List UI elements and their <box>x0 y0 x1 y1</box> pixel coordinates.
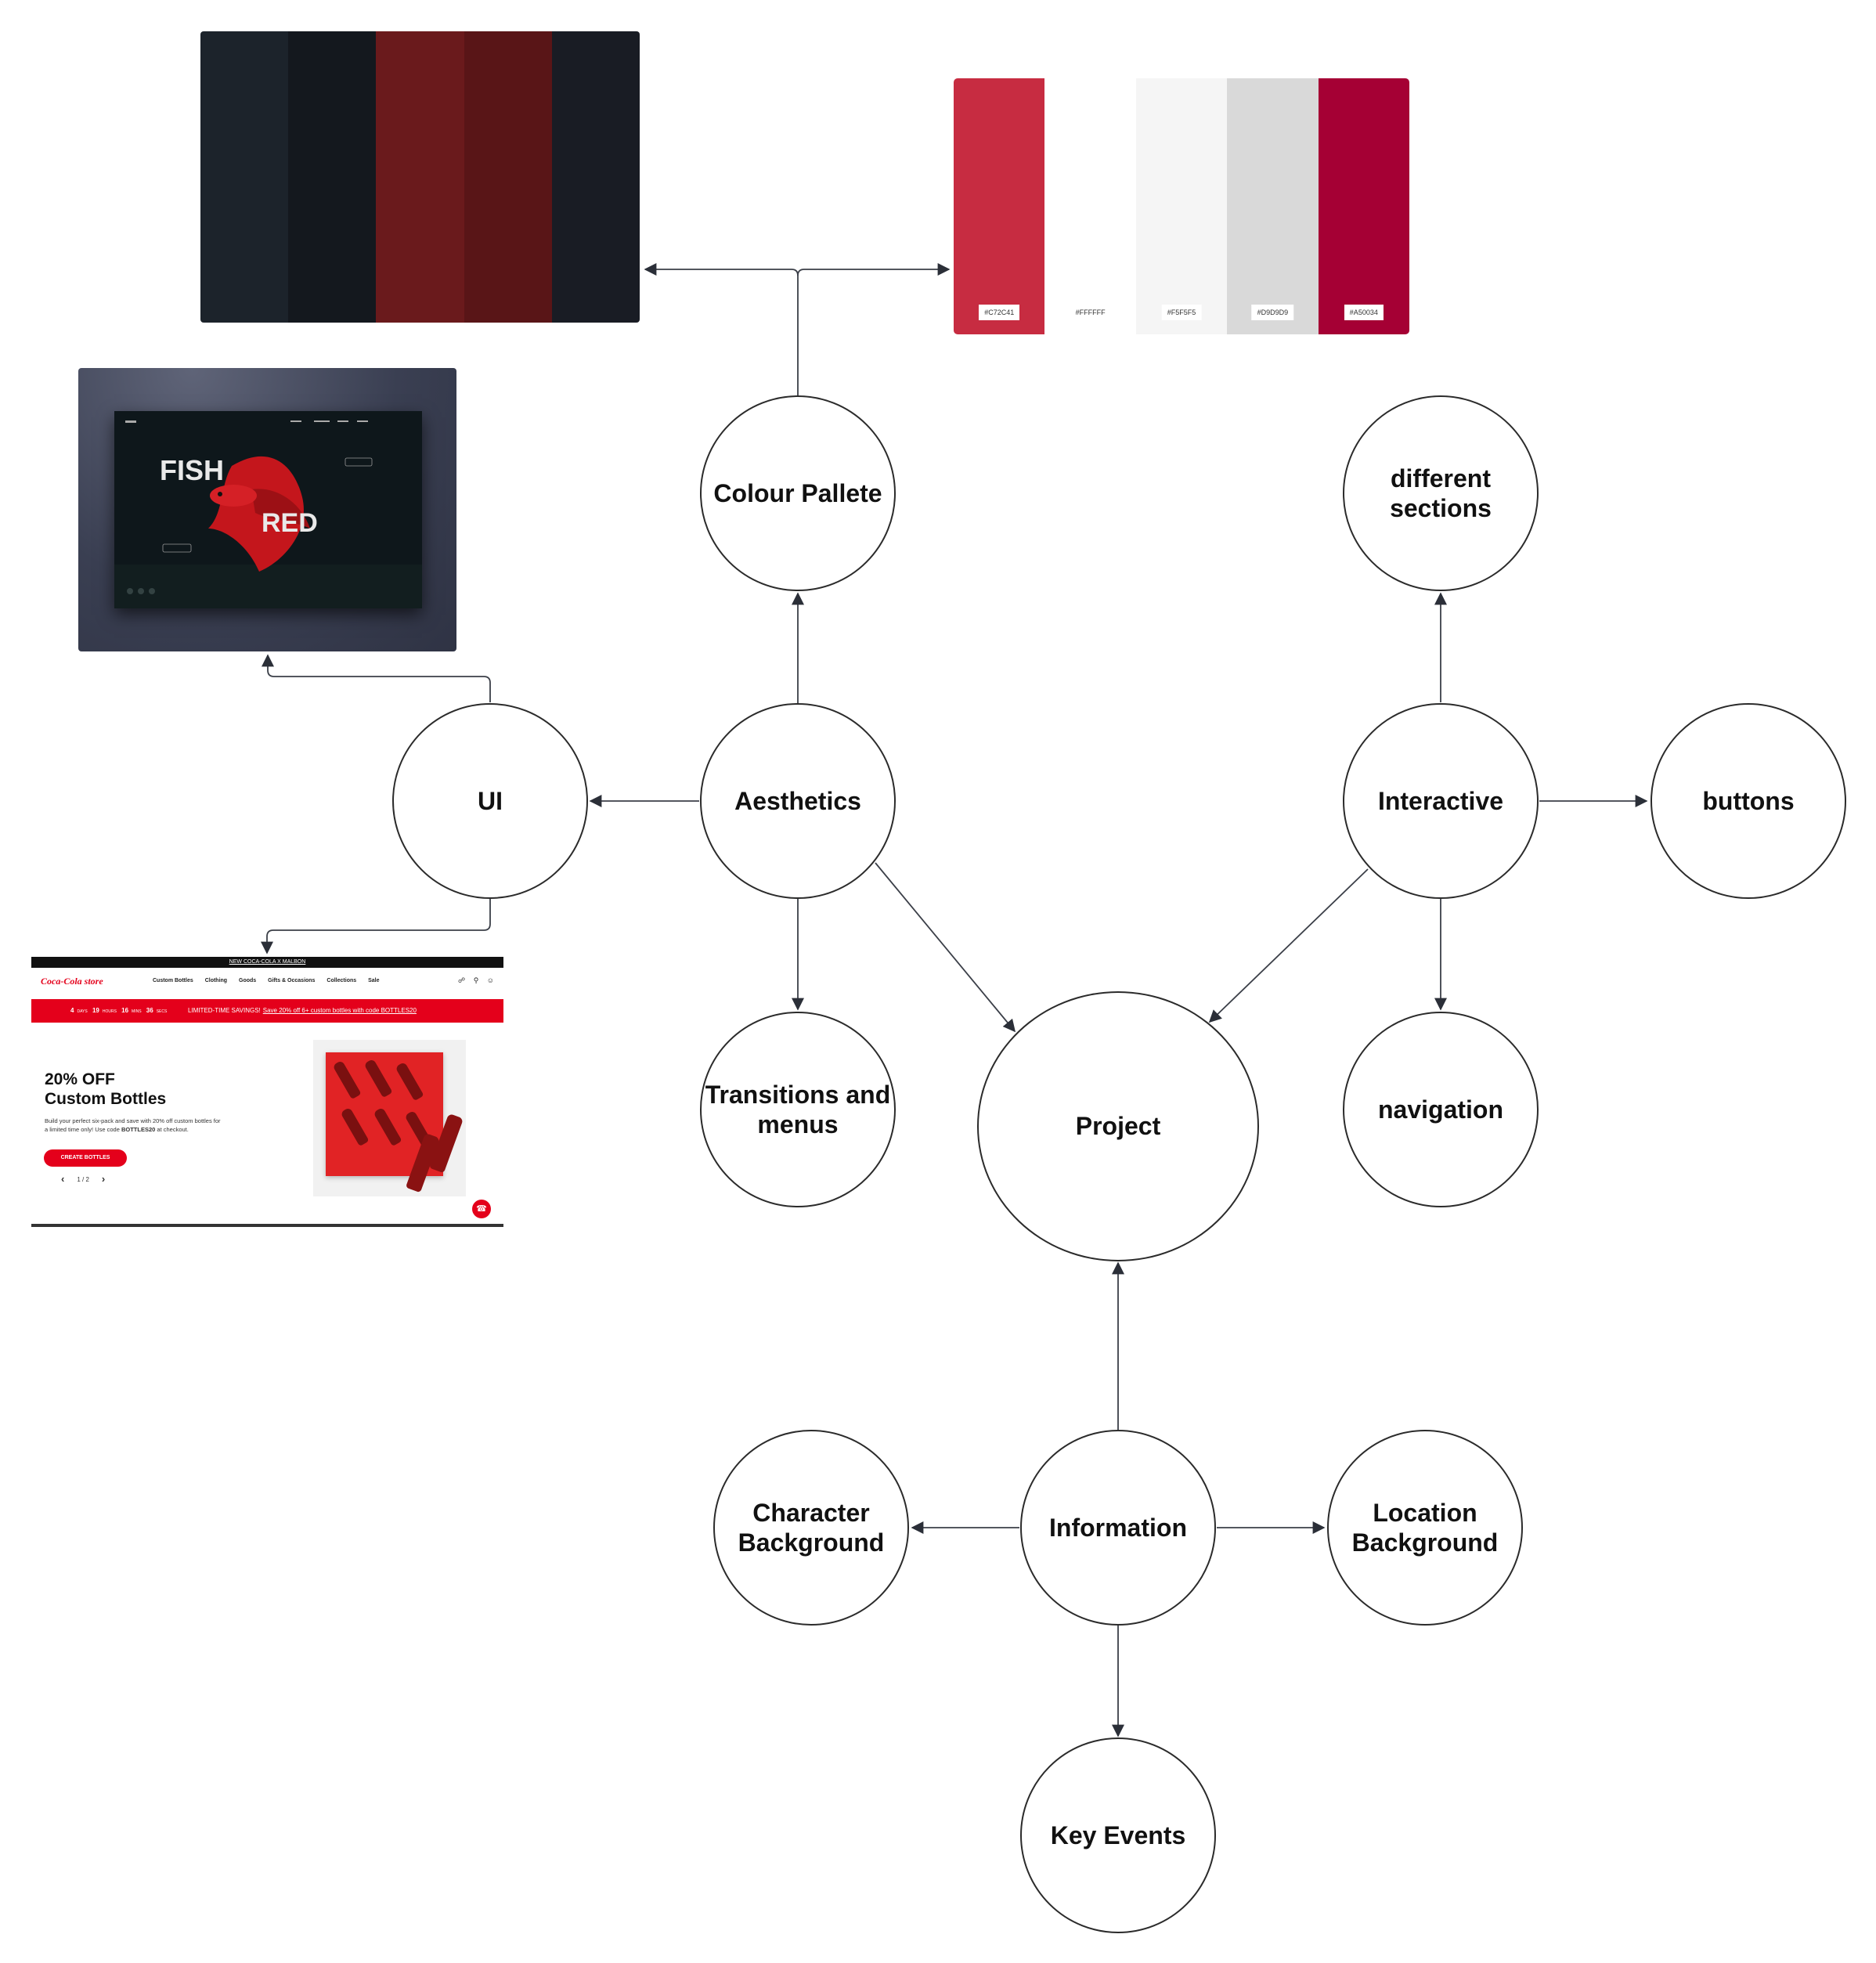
support-chat-icon[interactable]: ☎ <box>472 1200 491 1218</box>
dark-swatch <box>376 31 464 323</box>
node-label: Project <box>1075 1112 1161 1141</box>
node-label: different sections <box>1390 464 1492 522</box>
store-nav-icons: ☍ ⚲ ☺ <box>458 976 494 985</box>
dark-swatch <box>464 31 552 323</box>
cart-icon[interactable]: ☍ <box>458 976 466 984</box>
node-aesthetics[interactable]: Aesthetics <box>700 703 896 899</box>
node-label: Interactive <box>1377 786 1504 815</box>
store-nav-links: Custom Bottles Clothing Goods Gifts & Oc… <box>153 978 390 983</box>
coke-store-ui-mockup: NEW COCA-COLA X MALBON Coca-Cola store C… <box>31 957 503 1227</box>
fish-illustration <box>114 411 422 608</box>
swatch-hex-label: #F5F5F5 <box>1161 305 1202 320</box>
node-buttons[interactable]: buttons <box>1651 703 1846 899</box>
account-icon[interactable]: ☺ <box>486 976 494 984</box>
node-label: Information <box>1049 1513 1187 1542</box>
fish-mockup-screen: FISH RED <box>114 411 422 608</box>
node-label: Transitions and menus <box>705 1080 891 1138</box>
node-label: Aesthetics <box>734 786 861 815</box>
countdown-unit: MINS <box>132 1009 142 1014</box>
countdown-mins: 16 <box>121 1007 129 1014</box>
countdown-secs: 36 <box>146 1007 153 1014</box>
pager-count: 1 / 2 <box>77 1176 89 1183</box>
node-location-background[interactable]: Location Background <box>1327 1430 1523 1626</box>
node-colour-pallete[interactable]: Colour Pallete <box>700 395 896 591</box>
hero-subtext-end: at checkout. <box>157 1125 189 1133</box>
node-label: Colour Pallete <box>713 478 882 507</box>
node-label: navigation <box>1377 1095 1503 1124</box>
swatch-hex-label: #FFFFFF <box>1070 305 1111 320</box>
countdown-hours: 19 <box>92 1007 99 1014</box>
dark-swatch <box>200 31 289 323</box>
node-different-sections[interactable]: different sections <box>1343 395 1539 591</box>
swatch-hex-label: #D9D9D9 <box>1251 305 1294 320</box>
red-colour-palette: #C72C41 #FFFFFF #F5F5F5 #D9D9D9 #A50034 <box>954 78 1409 334</box>
nav-link[interactable]: Clothing <box>204 978 228 983</box>
edge-ui-coke-mockup <box>261 899 491 954</box>
swatch-hex-label: #A50034 <box>1344 305 1384 320</box>
dark-swatch <box>551 31 640 323</box>
edge-colour-pallete-red-palette <box>797 263 951 276</box>
carousel-pager: ‹ 1 / 2 › <box>49 1173 117 1185</box>
promo-message: LIMITED-TIME SAVINGS! Save 20% off 6+ cus… <box>188 999 417 1023</box>
node-transitions-and-menus[interactable]: Transitions and menus <box>700 1012 896 1207</box>
node-key-events[interactable]: Key Events <box>1020 1737 1216 1933</box>
countdown-unit: SECS <box>156 1009 168 1014</box>
chevron-right-icon[interactable]: › <box>101 1173 106 1185</box>
red-title: RED <box>262 508 318 538</box>
node-label: buttons <box>1702 786 1795 815</box>
create-bottles-button[interactable]: CREATE BOTTLES <box>44 1149 127 1167</box>
node-navigation[interactable]: navigation <box>1343 1012 1539 1207</box>
store-logo[interactable]: Coca-Cola store <box>41 976 103 987</box>
announcement-bar[interactable]: NEW COCA-COLA X MALBON <box>31 957 503 968</box>
countdown-unit: DAYS <box>77 1009 88 1014</box>
edge-ui-fish-mockup <box>262 654 491 702</box>
countdown: 4 DAYS 19 HOURS 16 MINS 36 SECS <box>70 999 170 1023</box>
fish-title: FISH <box>160 454 225 486</box>
hero-headline-line: 20% OFF <box>45 1070 115 1088</box>
node-label: Character Background <box>738 1498 885 1557</box>
swatch-hex-label: #C72C41 <box>979 305 1020 320</box>
nav-link[interactable]: Custom Bottles <box>153 978 193 983</box>
nav-link[interactable]: Goods <box>239 978 257 983</box>
chevron-left-icon[interactable]: ‹ <box>61 1173 65 1185</box>
dark-swatch <box>288 31 377 323</box>
hero-subtext: Build your perfect six-pack and save wit… <box>45 1117 225 1135</box>
nav-link[interactable]: Gifts & Occasions <box>268 978 316 983</box>
edge-aesthetics-project <box>875 862 1016 1033</box>
edge-colour-pallete-dark-palette <box>644 263 799 395</box>
nav-link[interactable]: Sale <box>368 978 380 983</box>
promo-code: BOTTLES20 <box>121 1125 156 1133</box>
node-project[interactable]: Project <box>977 991 1259 1261</box>
red-swatch: #C72C41 <box>954 78 1045 334</box>
node-character-background[interactable]: Character Background <box>713 1430 909 1626</box>
promo-bar: 4 DAYS 19 HOURS 16 MINS 36 SECS LIMITED-TIME… <box>31 999 503 1023</box>
store-nav: Coca-Cola store Custom Bottles Clothing … <box>31 968 503 994</box>
promo-lead: LIMITED-TIME SAVINGS! <box>188 1007 261 1014</box>
red-swatch: #F5F5F5 <box>1135 78 1228 334</box>
node-information[interactable]: Information <box>1020 1430 1216 1626</box>
hero-headline-line: Custom Bottles <box>45 1089 167 1108</box>
search-icon[interactable]: ⚲ <box>473 976 479 984</box>
node-interactive[interactable]: Interactive <box>1343 703 1539 899</box>
product-image <box>313 1040 466 1196</box>
red-swatch: #D9D9D9 <box>1227 78 1319 334</box>
red-swatch: #FFFFFF <box>1044 78 1136 334</box>
red-swatch: #A50034 <box>1318 78 1409 334</box>
edge-interactive-project <box>1208 868 1369 1023</box>
node-label: Key Events <box>1050 1820 1186 1849</box>
countdown-unit: HOURS <box>102 1009 117 1014</box>
promo-link[interactable]: Save 20% off 6+ custom bottles with code… <box>262 1007 417 1014</box>
node-label: Location Background <box>1351 1498 1499 1557</box>
nav-link[interactable]: Collections <box>326 978 357 983</box>
node-ui[interactable]: UI <box>392 703 588 899</box>
hero-headline: 20% OFF Custom Bottles <box>45 1070 166 1109</box>
countdown-days: 4 <box>70 1007 74 1014</box>
hero-subtext-body: Build your perfect six-pack and save wit… <box>45 1117 221 1133</box>
dark-colour-palette <box>200 31 640 323</box>
fish-red-ui-mockup: FISH RED <box>78 368 456 651</box>
node-label: UI <box>478 786 503 815</box>
